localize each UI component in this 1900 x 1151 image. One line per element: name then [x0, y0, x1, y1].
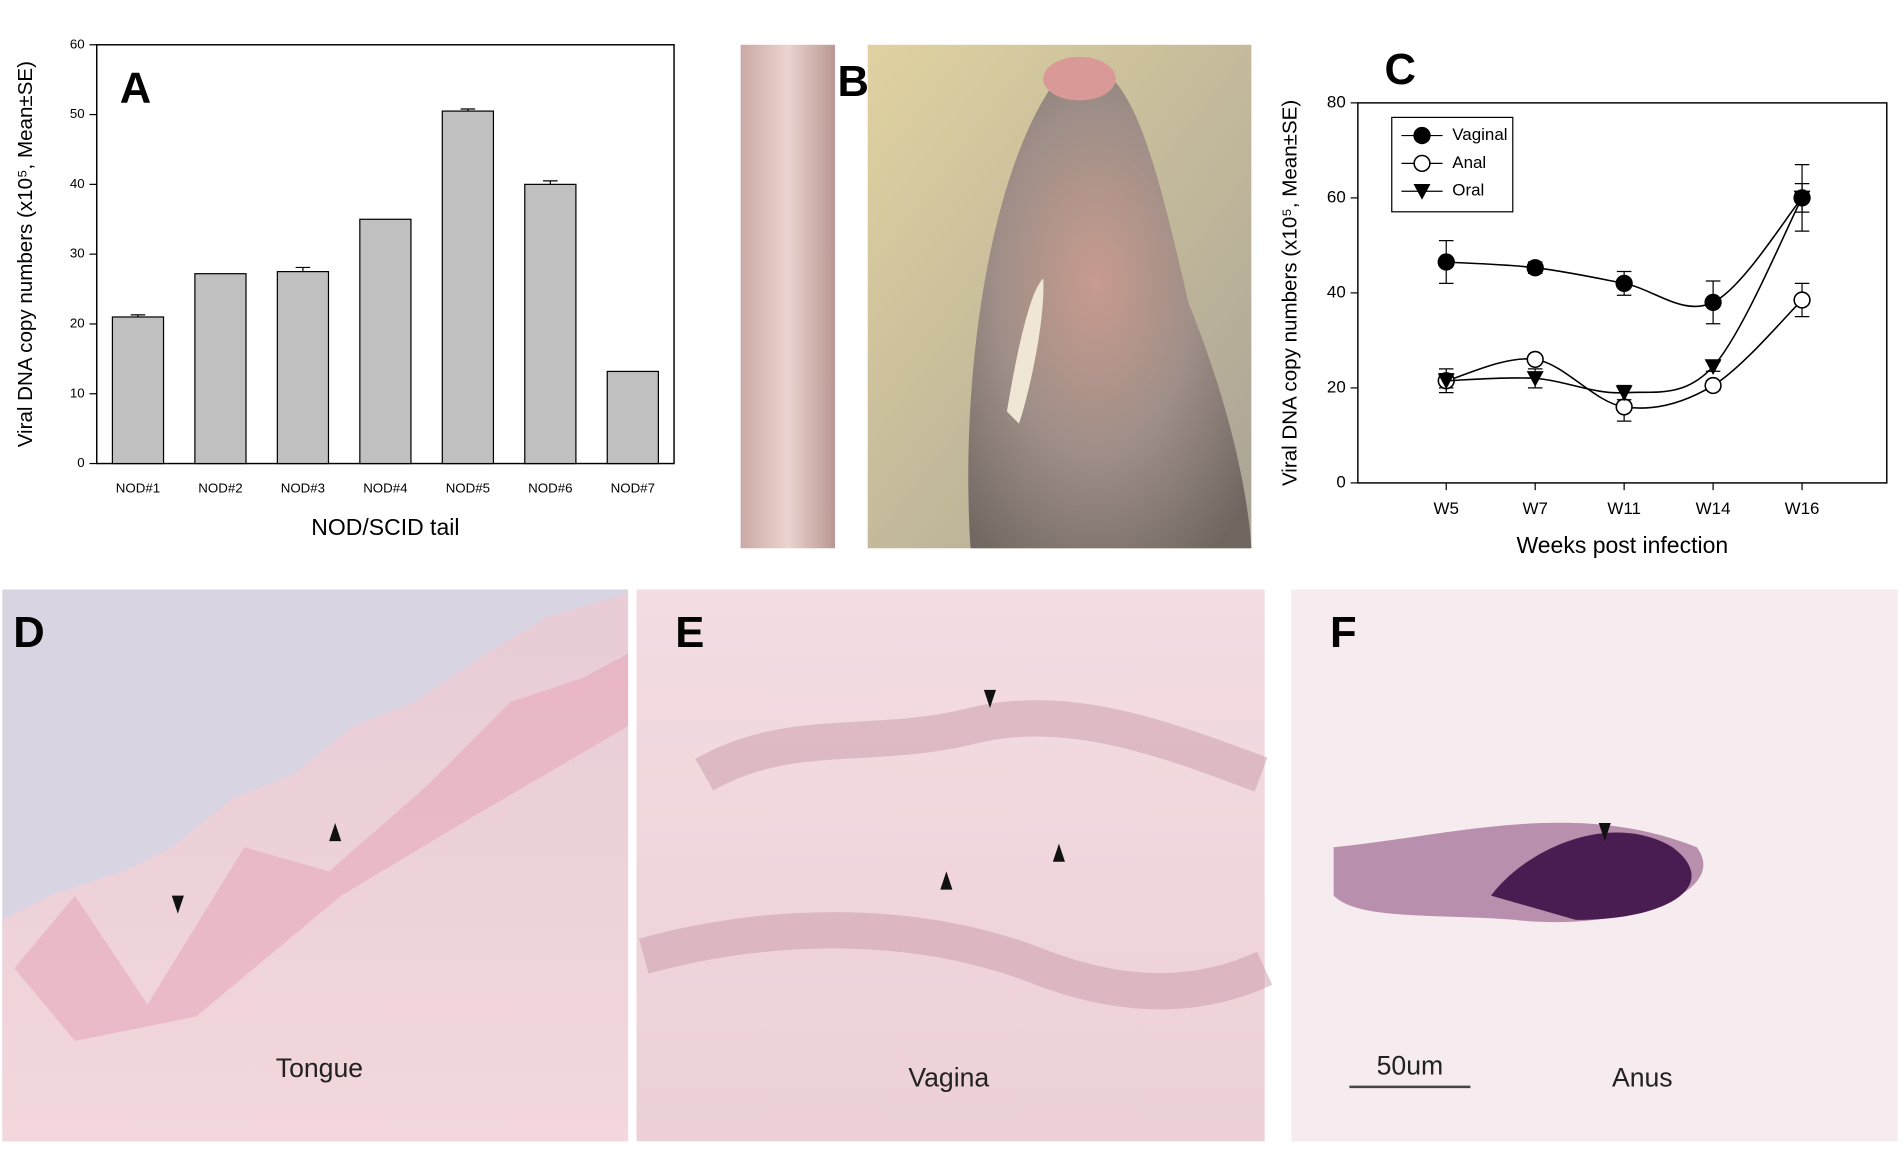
- x-axis-label: NOD/SCID tail: [311, 514, 459, 540]
- marker: [1526, 371, 1544, 387]
- x-tick-label: W11: [1607, 499, 1641, 518]
- marker: [1437, 253, 1455, 271]
- x-tick-label: NOD#3: [281, 480, 325, 495]
- marker: [1437, 373, 1455, 390]
- caption: Vagina: [908, 1063, 989, 1093]
- legend-marker: [1413, 183, 1431, 200]
- panel-label: B: [837, 58, 868, 106]
- error-bar: [543, 180, 558, 185]
- y-tick-label: 40: [1327, 282, 1346, 301]
- y-axis-label: Viral DNA copy numbers (x10⁵, Mean±SE): [14, 61, 37, 447]
- legend-label: Anal: [1452, 153, 1486, 172]
- marker: [1615, 398, 1633, 416]
- y-tick-label: 0: [77, 455, 84, 470]
- bar: [111, 316, 165, 465]
- panel-label: F: [1330, 609, 1357, 657]
- y-tick-label: 40: [70, 176, 85, 191]
- panel-label: D: [13, 609, 44, 657]
- marker: [1526, 350, 1544, 369]
- scale-bar-label: 50um: [1377, 1051, 1444, 1081]
- marker: [1704, 293, 1722, 312]
- x-tick-label: NOD#7: [611, 480, 655, 495]
- caption: Tongue: [276, 1053, 363, 1083]
- error-bar: [460, 108, 476, 112]
- marker: [1704, 359, 1722, 375]
- y-axis-label: Viral DNA copy numbers (x10⁵, Mean±SE): [1279, 100, 1302, 486]
- y-tick-label: 60: [70, 36, 85, 51]
- bar: [524, 183, 577, 465]
- bar: [194, 273, 247, 465]
- x-tick-label: NOD#5: [446, 480, 490, 495]
- x-tick-label: NOD#2: [198, 480, 242, 495]
- bar: [359, 218, 412, 465]
- marker: [1793, 190, 1811, 207]
- marker: [1526, 259, 1544, 277]
- photo-b: [740, 44, 1252, 549]
- series-line: [1446, 197, 1803, 394]
- legend-marker: [1413, 126, 1431, 145]
- y-tick-label: 30: [70, 246, 85, 261]
- bar: [441, 110, 495, 465]
- panel-label: E: [675, 609, 704, 657]
- marker: [1793, 291, 1811, 309]
- x-tick-label: NOD#6: [528, 480, 572, 495]
- panel-label: C: [1384, 46, 1415, 94]
- legend-marker: [1413, 154, 1431, 173]
- x-tick-label: W14: [1696, 499, 1731, 518]
- photo-d: [2, 589, 629, 1142]
- x-tick-label: NOD#4: [363, 480, 407, 495]
- x-axis-label: Weeks post infection: [1516, 532, 1728, 558]
- y-tick-label: 50: [70, 106, 85, 121]
- x-tick-label: W7: [1522, 499, 1547, 518]
- y-tick-label: 10: [70, 385, 85, 400]
- legend-box: [1391, 116, 1514, 213]
- error-bar: [130, 314, 146, 317]
- panel-label: A: [120, 64, 151, 112]
- error-bar: [295, 266, 311, 272]
- marker: [1615, 385, 1633, 402]
- x-tick-label: NOD#1: [116, 480, 160, 495]
- photo-f: [1291, 589, 1898, 1142]
- x-tick-label: W16: [1785, 499, 1820, 518]
- x-tick-label: W5: [1434, 499, 1459, 518]
- caption: Anus: [1612, 1063, 1673, 1093]
- y-tick-label: 0: [1336, 472, 1345, 491]
- legend-label: Oral: [1452, 181, 1484, 200]
- y-tick-label: 60: [1327, 187, 1346, 206]
- bar: [276, 271, 330, 465]
- marker: [1615, 274, 1633, 293]
- y-tick-label: 20: [1327, 377, 1346, 396]
- legend-label: Vaginal: [1452, 125, 1507, 144]
- y-tick-label: 80: [1327, 92, 1346, 111]
- photo-e: [636, 589, 1273, 1142]
- marker: [1704, 376, 1722, 395]
- bar: [606, 370, 659, 465]
- y-tick-label: 20: [70, 315, 85, 330]
